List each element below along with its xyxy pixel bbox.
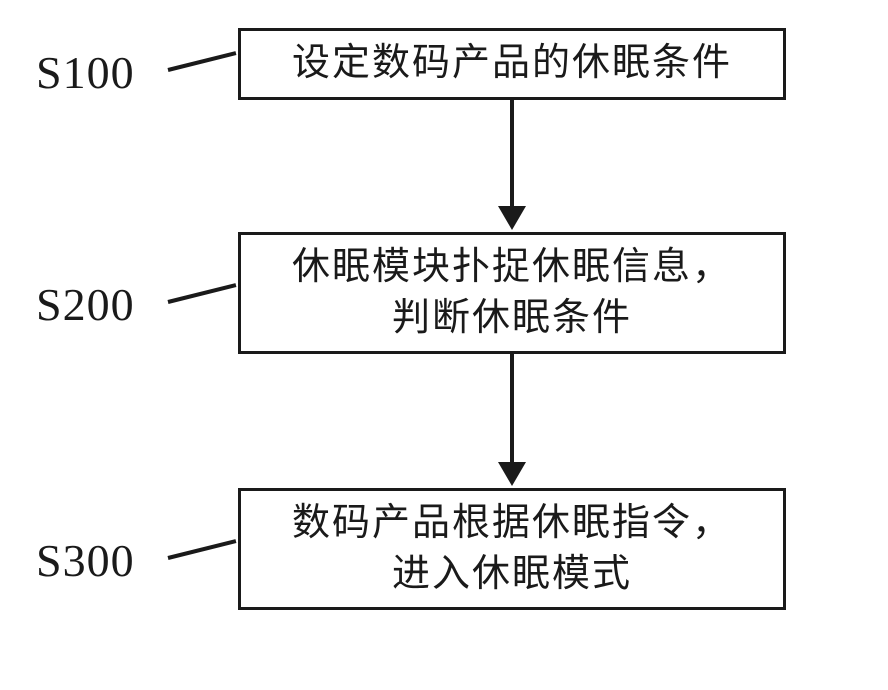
box-text-s300-line1: 数码产品根据休眠指令， (292, 502, 732, 544)
arrow-head-1 (498, 206, 526, 230)
box-text-s200: 休眠模块扑捉休眠信息， 判断休眠条件 (292, 242, 732, 345)
arrow-shaft-2 (510, 354, 514, 462)
box-text-s100: 设定数码产品的休眠条件 (292, 38, 732, 89)
arrow-shaft-1 (510, 100, 514, 206)
flowchart-canvas: S100 设定数码产品的休眠条件 S200 休眠模块扑捉休眠信息， 判断休眠条件… (0, 0, 888, 690)
box-text-s200-line2: 判断休眠条件 (392, 297, 632, 339)
label-tick-s100 (168, 51, 237, 72)
box-text-s300-line2: 进入休眠模式 (392, 553, 632, 595)
label-tick-s200 (168, 283, 237, 304)
box-text-s300: 数码产品根据休眠指令， 进入休眠模式 (292, 498, 732, 601)
step-label-s300: S300 (36, 534, 135, 587)
step-label-s100: S100 (36, 46, 135, 99)
box-s300: 数码产品根据休眠指令， 进入休眠模式 (238, 488, 786, 610)
box-text-s200-line1: 休眠模块扑捉休眠信息， (292, 246, 732, 288)
box-s200: 休眠模块扑捉休眠信息， 判断休眠条件 (238, 232, 786, 354)
step-label-s200: S200 (36, 278, 135, 331)
arrow-head-2 (498, 462, 526, 486)
box-s100: 设定数码产品的休眠条件 (238, 28, 786, 100)
label-tick-s300 (168, 539, 237, 560)
